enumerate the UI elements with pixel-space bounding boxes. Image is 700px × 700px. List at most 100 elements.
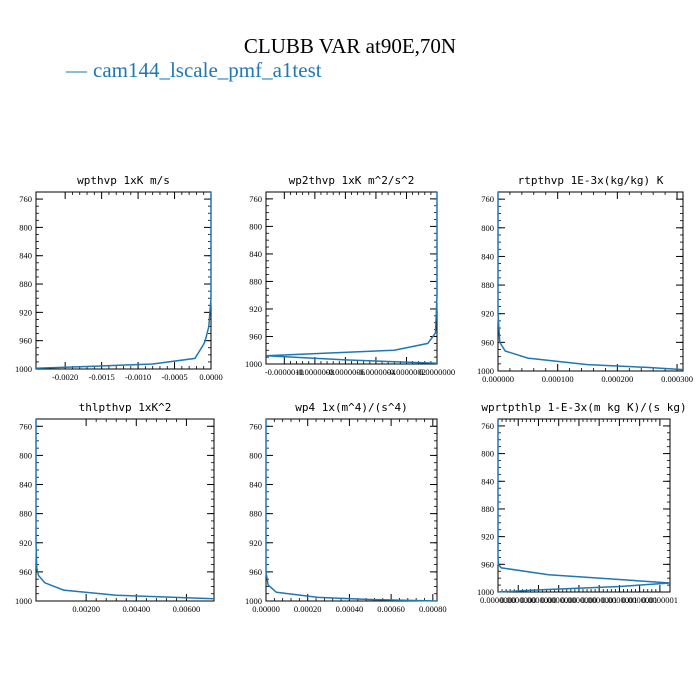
x-tick-label: 0.0000000 [561, 595, 597, 605]
x-tick-label: 0.0000001 [581, 595, 617, 605]
y-tick-label: 800 [249, 450, 262, 460]
y-tick-label: 1000 [245, 596, 262, 606]
series-line [265, 192, 438, 365]
x-tick-label: 0.000200 [601, 374, 633, 384]
series-line [35, 419, 215, 600]
y-tick-label: 840 [249, 480, 262, 490]
y-tick-label: 760 [249, 194, 262, 204]
y-tick-label: 1000 [15, 596, 32, 606]
y-tick-label: 800 [481, 223, 494, 233]
y-tick-label: 1000 [245, 359, 262, 369]
x-tick-label: 0.00200 [72, 604, 100, 614]
subplot-title: rtpthvp 1E-3x(kg/kg) K [518, 174, 664, 187]
subplot-6: wprtpthlp 1-E-3x(m kg K)/(s kg) 760 800 840… [477, 401, 687, 605]
y-tick-label: 920 [481, 309, 494, 319]
y-tick-label: 880 [481, 280, 494, 290]
series-line [497, 419, 671, 593]
x-tick-label: 0.00400 [122, 604, 150, 614]
x-tick-label: 0.0000000 [500, 595, 536, 605]
x-tick-label: 0.000300 [661, 374, 693, 384]
y-tick-label: 880 [249, 509, 262, 519]
y-tick-label: 840 [481, 476, 494, 486]
legend-label: cam144_lscale_pmf_a1test [93, 58, 322, 82]
subplot-2: wp2thvp 1xK m^2/s^2 760 800 840 880 920 960 100… [245, 174, 455, 377]
y-tick-label: 960 [19, 567, 32, 577]
x-tick-label: -0.0000006 [326, 367, 365, 377]
y-tick-label: 760 [481, 194, 494, 204]
y-tick-label: 800 [19, 222, 32, 232]
y-tick-label: 760 [249, 421, 262, 431]
plot-frame [497, 191, 684, 372]
x-tick-label: 0.00040 [336, 604, 364, 614]
x-tick-label: -0.0015 [89, 372, 115, 382]
plot-frame [265, 191, 438, 365]
x-tick-label: -0.0020 [52, 372, 78, 382]
y-tick-label: 920 [481, 532, 494, 542]
x-tick-label: 0.0000001 [601, 595, 637, 605]
legend-line-swatch: — [66, 58, 87, 82]
y-tick-label: 840 [481, 251, 494, 261]
subplot-5: wp4 1x(m^4)/(s^4)76080084088092096010000… [245, 401, 447, 614]
subplot-title: wp2thvp 1xK m^2/s^2 [289, 174, 415, 187]
x-tick-label: 0.0000 [199, 372, 222, 382]
series-line [265, 419, 438, 602]
x-tick-label: 0.0000000 [419, 367, 455, 377]
y-tick-label: 840 [19, 480, 32, 490]
plot-frame [35, 191, 212, 370]
y-tick-label: 800 [481, 449, 494, 459]
x-tick-label: -0.0005 [161, 372, 187, 382]
y-tick-label: 960 [249, 567, 262, 577]
y-tick-label: 920 [249, 538, 262, 548]
y-tick-label: 960 [481, 559, 494, 569]
subplot-title: thlpthvp 1xK^2 [79, 401, 172, 414]
y-tick-label: 1000 [15, 364, 32, 374]
x-tick-label: -0.0000010 [265, 367, 304, 377]
y-tick-label: 960 [19, 336, 32, 346]
x-tick-label: -0.0000008 [295, 367, 334, 377]
y-tick-label: 920 [19, 307, 32, 317]
plot-frame [265, 418, 438, 602]
x-tick-label: 0.0000001 [642, 595, 678, 605]
y-tick-label: 880 [481, 504, 494, 514]
figure-title: CLUBB VAR at90E,70N [243, 34, 457, 58]
x-tick-label: 0.00020 [294, 604, 322, 614]
subplot-1: wpthvp 1xK m/s 760 800 840 880 920 960 1000 -0.0… [15, 174, 223, 382]
x-tick-label: -0.0000002 [387, 367, 426, 377]
y-tick-label: 880 [19, 279, 32, 289]
series-line [35, 192, 212, 370]
y-tick-label: 1000 [477, 587, 494, 597]
x-tick-label: 0.0000000 [480, 595, 516, 605]
y-tick-label: 880 [249, 276, 262, 286]
y-tick-label: 800 [19, 450, 32, 460]
x-tick-label: 0.00080 [419, 604, 447, 614]
series-line [497, 192, 684, 371]
y-tick-label: 880 [19, 509, 32, 519]
plot-frame [497, 418, 671, 593]
y-tick-label: 960 [249, 331, 262, 341]
x-tick-label: 0.0000000 [520, 595, 556, 605]
subplot-title: wpthvp 1xK m/s [77, 174, 170, 187]
x-tick-label: 0.0000001 [622, 595, 658, 605]
y-tick-label: 840 [19, 251, 32, 261]
y-tick-label: 1000 [477, 366, 494, 376]
x-tick-label: -0.0000004 [356, 367, 396, 377]
x-tick-label: 0.000000 [482, 374, 514, 384]
x-tick-label: 0.000100 [542, 374, 574, 384]
y-tick-label: 760 [19, 194, 32, 204]
legend: — cam144_lscale_pmf_a1test [66, 58, 322, 83]
x-tick-label: 0.00000 [252, 604, 280, 614]
x-tick-label: 0.00060 [377, 604, 405, 614]
y-tick-label: 920 [249, 304, 262, 314]
plot-frame [35, 418, 215, 602]
y-tick-label: 800 [249, 221, 262, 231]
x-tick-label: -0.0010 [125, 372, 151, 382]
subplot-title: wprtpthlp 1-E-3x(m kg K)/(s kg) [481, 401, 686, 414]
y-tick-label: 760 [19, 421, 32, 431]
subplot-4: thlpthvp 1xK^2 760 800 840 880 920 960 1000 0.00… [15, 401, 215, 614]
x-tick-label: 0.0000000 [541, 595, 577, 605]
subplot-3: rtpthvp 1E-3x(kg/kg) K 760 800 840 880 920 960… [477, 174, 693, 384]
subplot-title: wp4 1x(m^4)/(s^4) [295, 401, 408, 414]
y-tick-label: 840 [249, 249, 262, 259]
y-tick-label: 960 [481, 337, 494, 347]
